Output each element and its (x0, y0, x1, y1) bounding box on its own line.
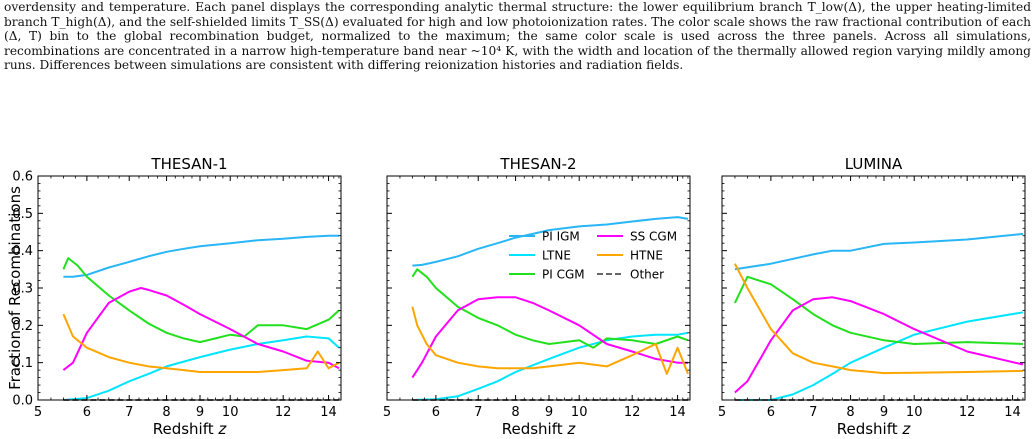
ytick-label: 0.0 (12, 394, 33, 409)
panel-1: THESAN-1 0.0 0.1 0.2 0.3 0.4 0.5 0.6 5 6 7 8 9 10 12 14… (6, 155, 342, 438)
xtick-label: 9 (196, 405, 204, 420)
series-ltne (412, 331, 689, 401)
x-axis-label-text: Redshift (502, 420, 568, 438)
panel-3: LUMINA 5 6 7 8 9 10 12 14 Redshift z (718, 155, 1026, 438)
recombination-fraction-figure: THESAN-1 0.0 0.1 0.2 0.3 0.4 0.5 0.6 5 6 7 8 9 10 12 14… (6, 155, 1026, 438)
panel-title: THESAN-2 (499, 155, 576, 173)
xtick-label: 7 (474, 405, 482, 420)
xtick-label: 7 (809, 405, 817, 420)
series-ss-cgm (411, 296, 688, 379)
series-pi-cgm (733, 275, 1024, 345)
xtick-label: 8 (846, 405, 854, 420)
series-htne (62, 313, 340, 373)
series-ltne (63, 335, 340, 401)
x-axis-label: Redshift z (502, 420, 577, 438)
xtick-label: 9 (880, 405, 888, 420)
xtick-label: 10 (906, 405, 923, 420)
xtick-label: 7 (125, 405, 133, 420)
xtick-label: 6 (767, 405, 775, 420)
series-pi-igm (412, 216, 689, 267)
plot-frame (386, 175, 691, 401)
ytick-label: 0.6 (12, 170, 33, 185)
plot-frame (37, 175, 342, 401)
x-axis-label-symbol: z (566, 420, 576, 438)
figure-caption: overdensity and temperature. Each panel … (4, 0, 1031, 72)
ytick-label: 0.3 (12, 282, 33, 297)
series-pi-cgm (62, 257, 340, 344)
legend-label: SS CGM (630, 230, 677, 244)
x-axis-label-text: Redshift (153, 420, 219, 438)
xtick-label: 5 (718, 405, 726, 420)
ytick-label: 0.1 (12, 356, 33, 371)
xtick-label: 14 (320, 405, 337, 420)
x-axis-label-symbol: z (217, 420, 227, 438)
ytick-label: 0.2 (12, 319, 33, 334)
xtick-label: 8 (511, 405, 519, 420)
plot-frame (721, 175, 1026, 401)
legend-label: PI CGM (542, 268, 585, 282)
x-axis-label: Redshift z (837, 420, 912, 438)
xtick-label: 12 (624, 405, 641, 420)
series-htne (734, 263, 1024, 375)
panel-title: THESAN-1 (150, 155, 227, 173)
ytick-label: 0.4 (12, 244, 33, 259)
series-ss-cgm (62, 287, 340, 371)
xtick-label: 6 (83, 405, 91, 420)
legend-label: PI IGM (542, 230, 580, 244)
xtick-label: 5 (34, 405, 42, 420)
ytick-label: 0.5 (12, 207, 33, 222)
xtick-label: 14 (669, 405, 686, 420)
panel-title: LUMINA (845, 155, 903, 173)
x-axis-label-symbol: z (901, 420, 911, 438)
legend-label: Other (630, 268, 664, 282)
x-axis-label: Redshift z (153, 420, 228, 438)
xtick-label: 14 (1004, 405, 1021, 420)
legend-label: LTNE (542, 249, 571, 263)
xtick-label: 10 (571, 405, 588, 420)
xtick-label: 12 (959, 405, 976, 420)
legend: PI IGM SS CGM LTNE HTNE PI CGM Other (509, 230, 677, 282)
xtick-label: 10 (222, 405, 239, 420)
series-ss-cgm (734, 296, 1024, 394)
panel-2: THESAN-2 5 6 7 8 9 10 12 14 Redshift z PI IGM SS CG… (383, 155, 691, 438)
xtick-label: 9 (545, 405, 553, 420)
series-ltne (734, 311, 1024, 401)
series-htne (411, 306, 689, 375)
xtick-label: 5 (383, 405, 391, 420)
legend-label: HTNE (630, 249, 663, 263)
xtick-label: 8 (162, 405, 170, 420)
x-axis-label-text: Redshift (837, 420, 903, 438)
xtick-label: 6 (432, 405, 440, 420)
series-pi-igm (734, 232, 1024, 271)
xtick-label: 12 (275, 405, 292, 420)
y-axis-label: Fraction of Recombinations (6, 186, 24, 390)
series-pi-igm (63, 234, 339, 278)
series-pi-cgm (411, 268, 689, 349)
